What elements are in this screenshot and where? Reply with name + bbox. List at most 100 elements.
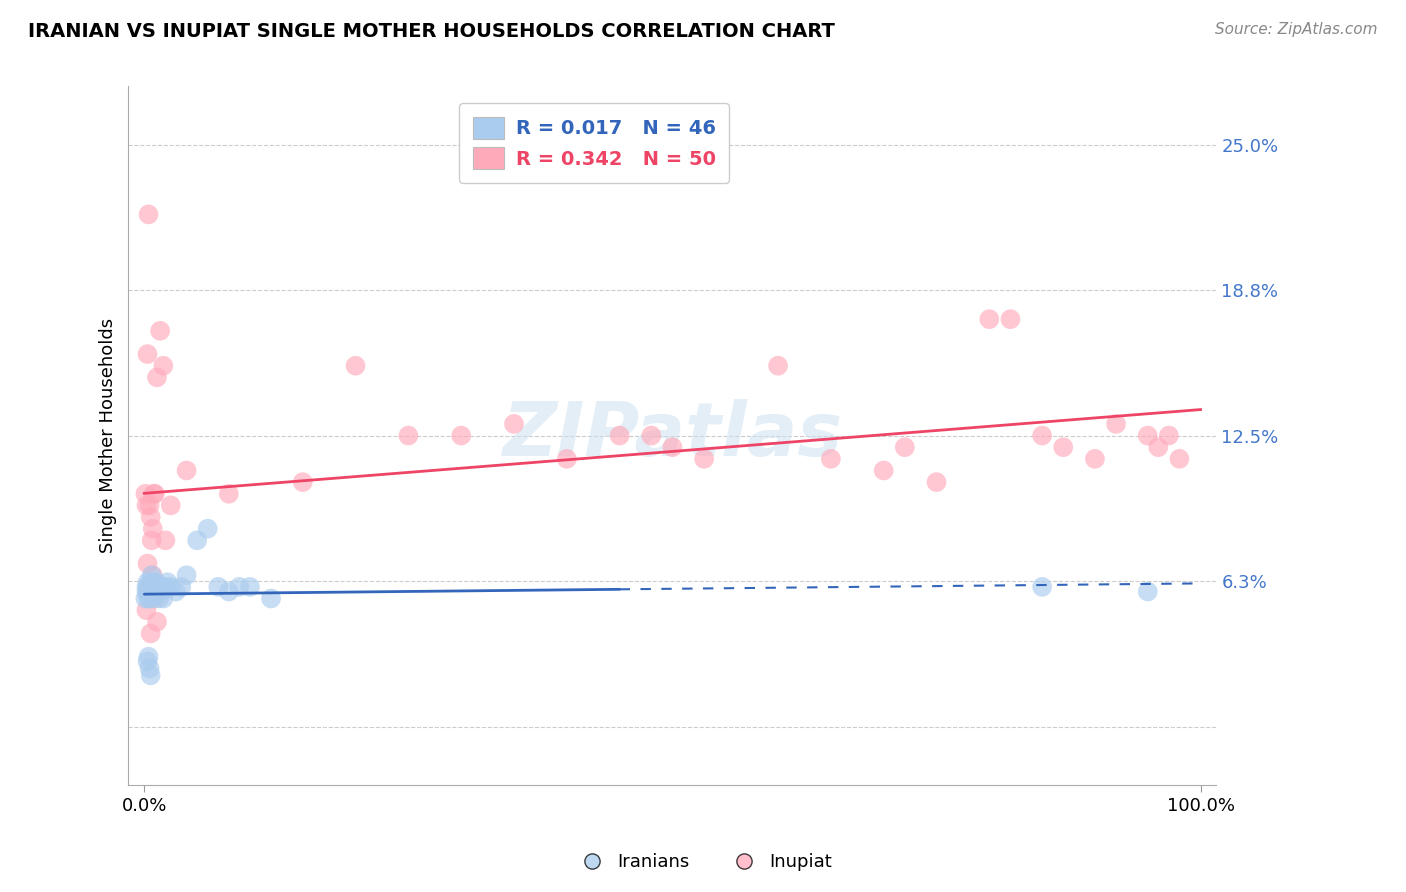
Point — [136, 575, 159, 590]
Point — [142, 568, 165, 582]
Point — [135, 603, 157, 617]
Point — [159, 580, 181, 594]
Point — [260, 591, 283, 606]
Point — [186, 533, 208, 548]
Point — [139, 668, 162, 682]
Point — [139, 575, 162, 590]
Point — [344, 359, 367, 373]
Point — [925, 475, 948, 489]
Point — [139, 510, 162, 524]
Point — [207, 580, 229, 594]
Point — [138, 207, 160, 221]
Point — [894, 440, 917, 454]
Point — [136, 654, 159, 668]
Point — [143, 587, 166, 601]
Point — [149, 324, 172, 338]
Point — [142, 487, 165, 501]
Point — [141, 533, 163, 548]
Point — [1157, 428, 1180, 442]
Point — [176, 463, 198, 477]
Legend: R = 0.017   N = 46, R = 0.342   N = 50: R = 0.017 N = 46, R = 0.342 N = 50 — [460, 103, 730, 183]
Point — [1168, 451, 1191, 466]
Point — [138, 649, 160, 664]
Point — [766, 359, 789, 373]
Point — [640, 428, 662, 442]
Point — [1052, 440, 1074, 454]
Point — [136, 347, 159, 361]
Point — [555, 451, 578, 466]
Point — [609, 428, 631, 442]
Point — [143, 487, 166, 501]
Point — [146, 370, 169, 384]
Point — [138, 580, 160, 594]
Point — [134, 487, 156, 501]
Point — [146, 580, 169, 594]
Point — [143, 580, 166, 594]
Point — [139, 626, 162, 640]
Point — [155, 580, 177, 594]
Point — [139, 580, 162, 594]
Point — [149, 580, 172, 594]
Point — [1136, 584, 1159, 599]
Point — [142, 522, 165, 536]
Point — [218, 584, 240, 599]
Point — [165, 584, 187, 599]
Legend: Iranians, Inupiat: Iranians, Inupiat — [567, 847, 839, 879]
Point — [396, 428, 419, 442]
Point — [693, 451, 716, 466]
Point — [135, 580, 157, 594]
Point — [136, 557, 159, 571]
Point — [1031, 580, 1053, 594]
Point — [146, 584, 169, 599]
Point — [197, 522, 219, 536]
Point — [152, 359, 174, 373]
Text: ZIPatlas: ZIPatlas — [502, 399, 842, 472]
Point — [135, 584, 157, 599]
Point — [176, 568, 198, 582]
Point — [138, 584, 160, 599]
Y-axis label: Single Mother Households: Single Mother Households — [100, 318, 117, 553]
Point — [146, 615, 169, 629]
Point — [979, 312, 1001, 326]
Point — [1105, 417, 1128, 431]
Point — [170, 580, 193, 594]
Point — [136, 587, 159, 601]
Point — [145, 575, 167, 590]
Point — [1000, 312, 1022, 326]
Point — [138, 499, 160, 513]
Point — [503, 417, 526, 431]
Point — [155, 533, 177, 548]
Point — [141, 568, 163, 582]
Point — [1136, 428, 1159, 442]
Point — [1031, 428, 1053, 442]
Point — [138, 580, 160, 594]
Point — [661, 440, 683, 454]
Point — [142, 575, 165, 590]
Point — [142, 591, 165, 606]
Point — [150, 584, 173, 599]
Point — [138, 584, 160, 599]
Point — [141, 584, 163, 599]
Point — [134, 591, 156, 606]
Point — [1084, 451, 1107, 466]
Point — [148, 591, 170, 606]
Point — [239, 580, 262, 594]
Point — [156, 575, 179, 590]
Point — [138, 591, 160, 606]
Point — [145, 584, 167, 599]
Point — [143, 591, 166, 606]
Point — [1147, 440, 1170, 454]
Point — [228, 580, 250, 594]
Point — [142, 584, 165, 599]
Text: Source: ZipAtlas.com: Source: ZipAtlas.com — [1215, 22, 1378, 37]
Point — [820, 451, 842, 466]
Point — [218, 487, 240, 501]
Text: IRANIAN VS INUPIAT SINGLE MOTHER HOUSEHOLDS CORRELATION CHART: IRANIAN VS INUPIAT SINGLE MOTHER HOUSEHO… — [28, 22, 835, 41]
Point — [152, 591, 174, 606]
Point — [138, 661, 160, 675]
Point — [291, 475, 314, 489]
Point — [159, 499, 181, 513]
Point — [450, 428, 472, 442]
Point — [873, 463, 896, 477]
Point — [135, 499, 157, 513]
